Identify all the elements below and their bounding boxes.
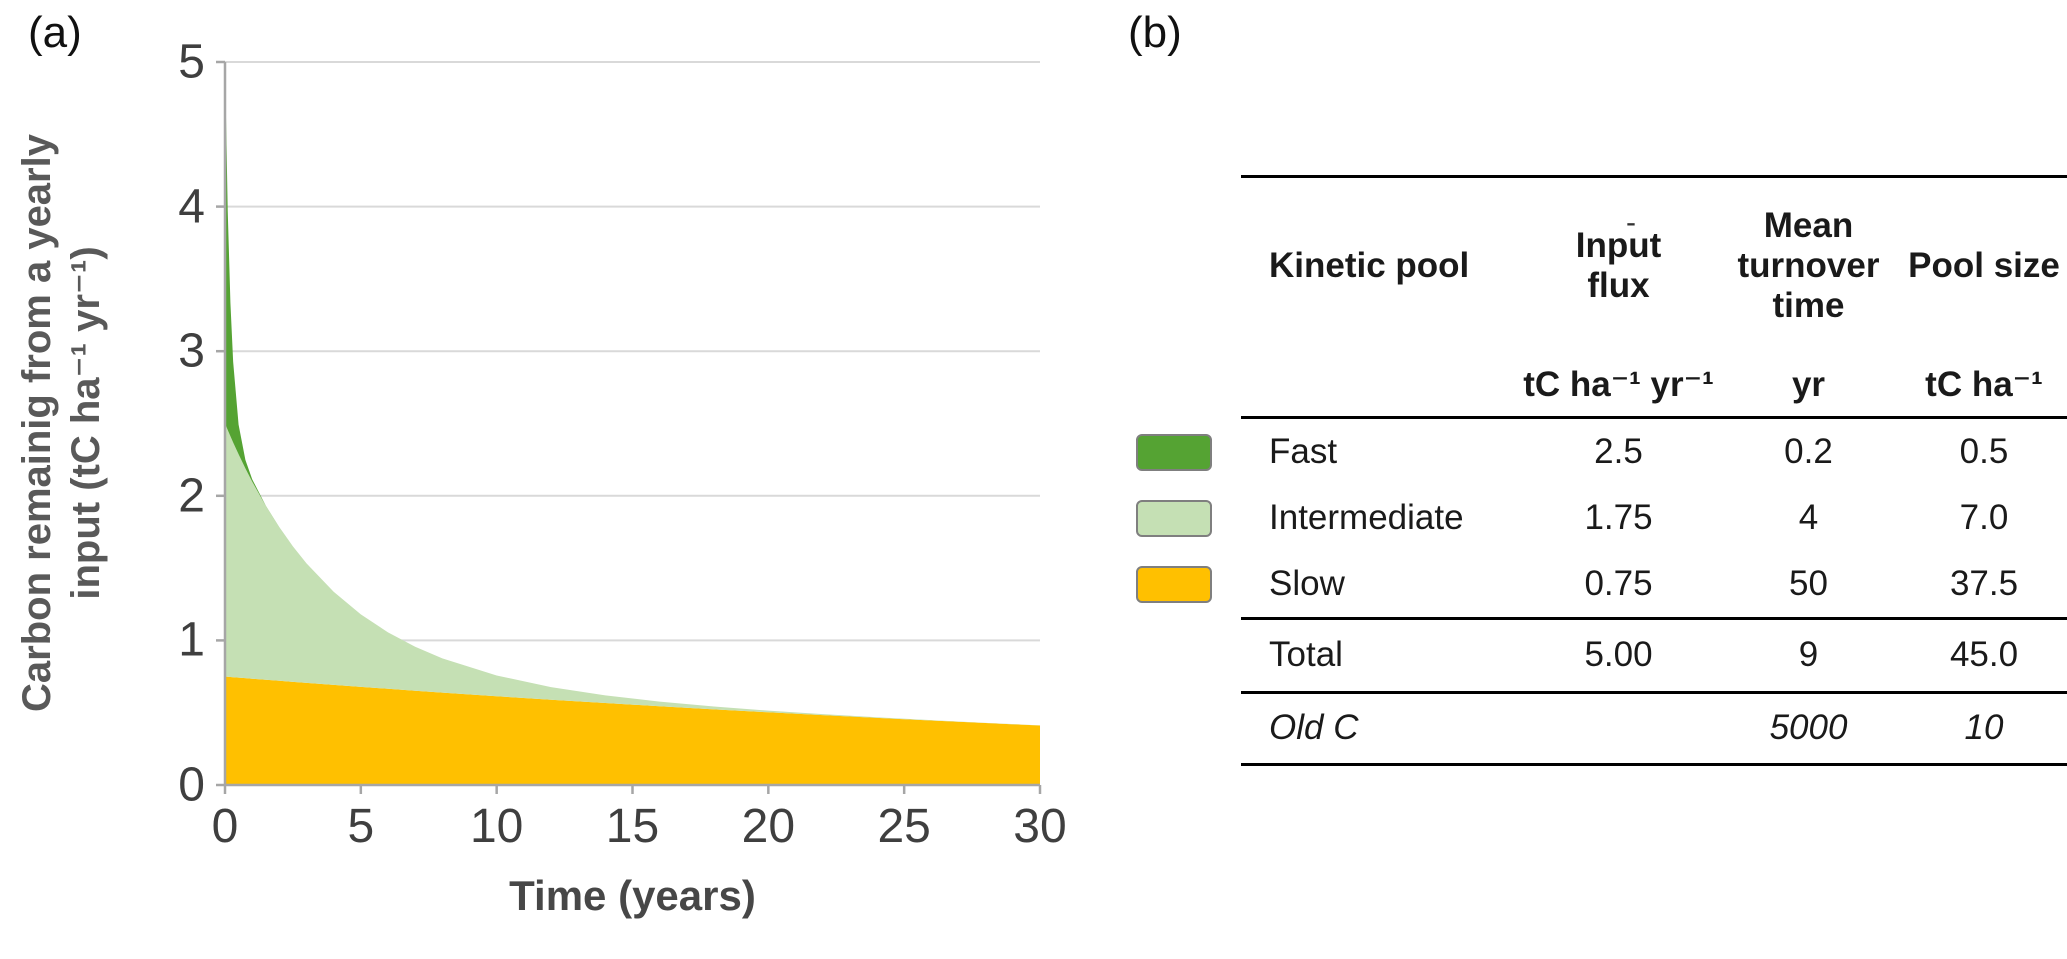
table-row-old-c: Old C 5000 10 — [1241, 694, 2067, 766]
row-pool-size: 37.5 — [1949, 563, 2019, 603]
legend-swatch-slow — [1136, 566, 1212, 603]
row-pool-size: 0.5 — [1959, 431, 2009, 471]
header-kinetic-pool: Kinetic pool — [1269, 245, 1470, 285]
stray-mark: - — [1626, 206, 1636, 239]
old-c-label: Old C — [1269, 708, 1359, 748]
panel-a-label: (a) — [28, 8, 82, 57]
x-tick-label: 20 — [741, 800, 796, 853]
y-tick-label: 3 — [178, 324, 205, 378]
stacked-area-chart — [216, 60, 1042, 794]
x-tick-label: 0 — [211, 800, 239, 853]
unit-turnover: yr — [1791, 364, 1826, 404]
panel-b-label: (b) — [1128, 8, 1182, 57]
table-row-intermediate: Intermediate 1.75 4 7.0 — [1241, 485, 2067, 551]
header-mean-turnover-time: Mean turnover time — [1737, 205, 1880, 326]
table-row-fast: Fast 2.5 0.2 0.5 — [1241, 419, 2067, 485]
row-turnover: 0.2 — [1784, 431, 1833, 471]
header-pool-size: Pool size — [1908, 245, 2060, 285]
header-input-flux: Input flux — [1575, 225, 1662, 305]
area-intermediate — [225, 423, 1040, 726]
row-input-flux: 0.75 — [1584, 563, 1653, 603]
y-axis-tick-labels: 0 1 2 3 4 5 — [105, 36, 205, 812]
total-turnover: 9 — [1798, 635, 1819, 675]
table-units-row: tC ha⁻¹ yr⁻¹ yr tC ha⁻¹ — [1241, 354, 2067, 419]
row-pool-name: Slow — [1269, 563, 1345, 603]
kinetic-pool-table: Kinetic pool Input flux Mean turnover ti… — [1241, 175, 2067, 766]
x-tick-label: 10 — [469, 800, 524, 853]
unit-pool — [1241, 354, 1521, 416]
old-c-turnover: 5000 — [1769, 708, 1848, 748]
x-tick-label: 15 — [605, 800, 660, 853]
row-pool-name: Intermediate — [1269, 497, 1464, 537]
y-tick-label: 1 — [178, 613, 205, 667]
total-input-flux: 5.00 — [1584, 635, 1653, 675]
table-row-slow: Slow 0.75 50 37.5 — [1241, 551, 2067, 617]
x-tick-label: 25 — [877, 800, 931, 853]
x-axis-tick-labels: 0 5 10 15 20 25 30 — [212, 799, 1067, 859]
table-header-row: Kinetic pool Input flux Mean turnover ti… — [1241, 178, 2067, 354]
x-tick-label: 30 — [1013, 800, 1067, 853]
legend-swatch-intermediate — [1136, 500, 1212, 537]
x-axis-title: Time (years) — [509, 872, 756, 919]
row-turnover: 4 — [1798, 497, 1819, 537]
y-tick-label: 5 — [178, 35, 205, 89]
y-tick-label: 0 — [178, 758, 205, 812]
table-body: Fast 2.5 0.2 0.5 Intermediate 1.75 4 7.0… — [1241, 419, 2067, 620]
legend-swatch-fast — [1136, 434, 1212, 471]
row-pool-size: 7.0 — [1959, 497, 2009, 537]
chart-canvas — [216, 60, 1042, 794]
row-input-flux: 1.75 — [1584, 497, 1653, 537]
row-pool-name: Fast — [1269, 431, 1338, 471]
table-row-total: Total 5.00 9 45.0 — [1241, 620, 2067, 694]
row-input-flux: 2.5 — [1594, 431, 1643, 471]
old-c-input-flux — [1521, 694, 1716, 763]
area-slow — [225, 676, 1040, 785]
unit-pool-size: tC ha⁻¹ — [1925, 364, 2043, 404]
old-c-pool-size: 10 — [1964, 708, 2004, 748]
y-axis-title: Carbon remainig from a yearly input (tC … — [15, 134, 108, 712]
y-tick-label: 4 — [178, 180, 205, 234]
total-pool-size: 45.0 — [1949, 635, 2019, 675]
total-label: Total — [1269, 635, 1343, 675]
x-tick-label: 5 — [347, 800, 375, 853]
y-tick-label: 2 — [178, 469, 205, 523]
row-turnover: 50 — [1789, 563, 1828, 603]
unit-input-flux: tC ha⁻¹ yr⁻¹ — [1523, 364, 1714, 404]
